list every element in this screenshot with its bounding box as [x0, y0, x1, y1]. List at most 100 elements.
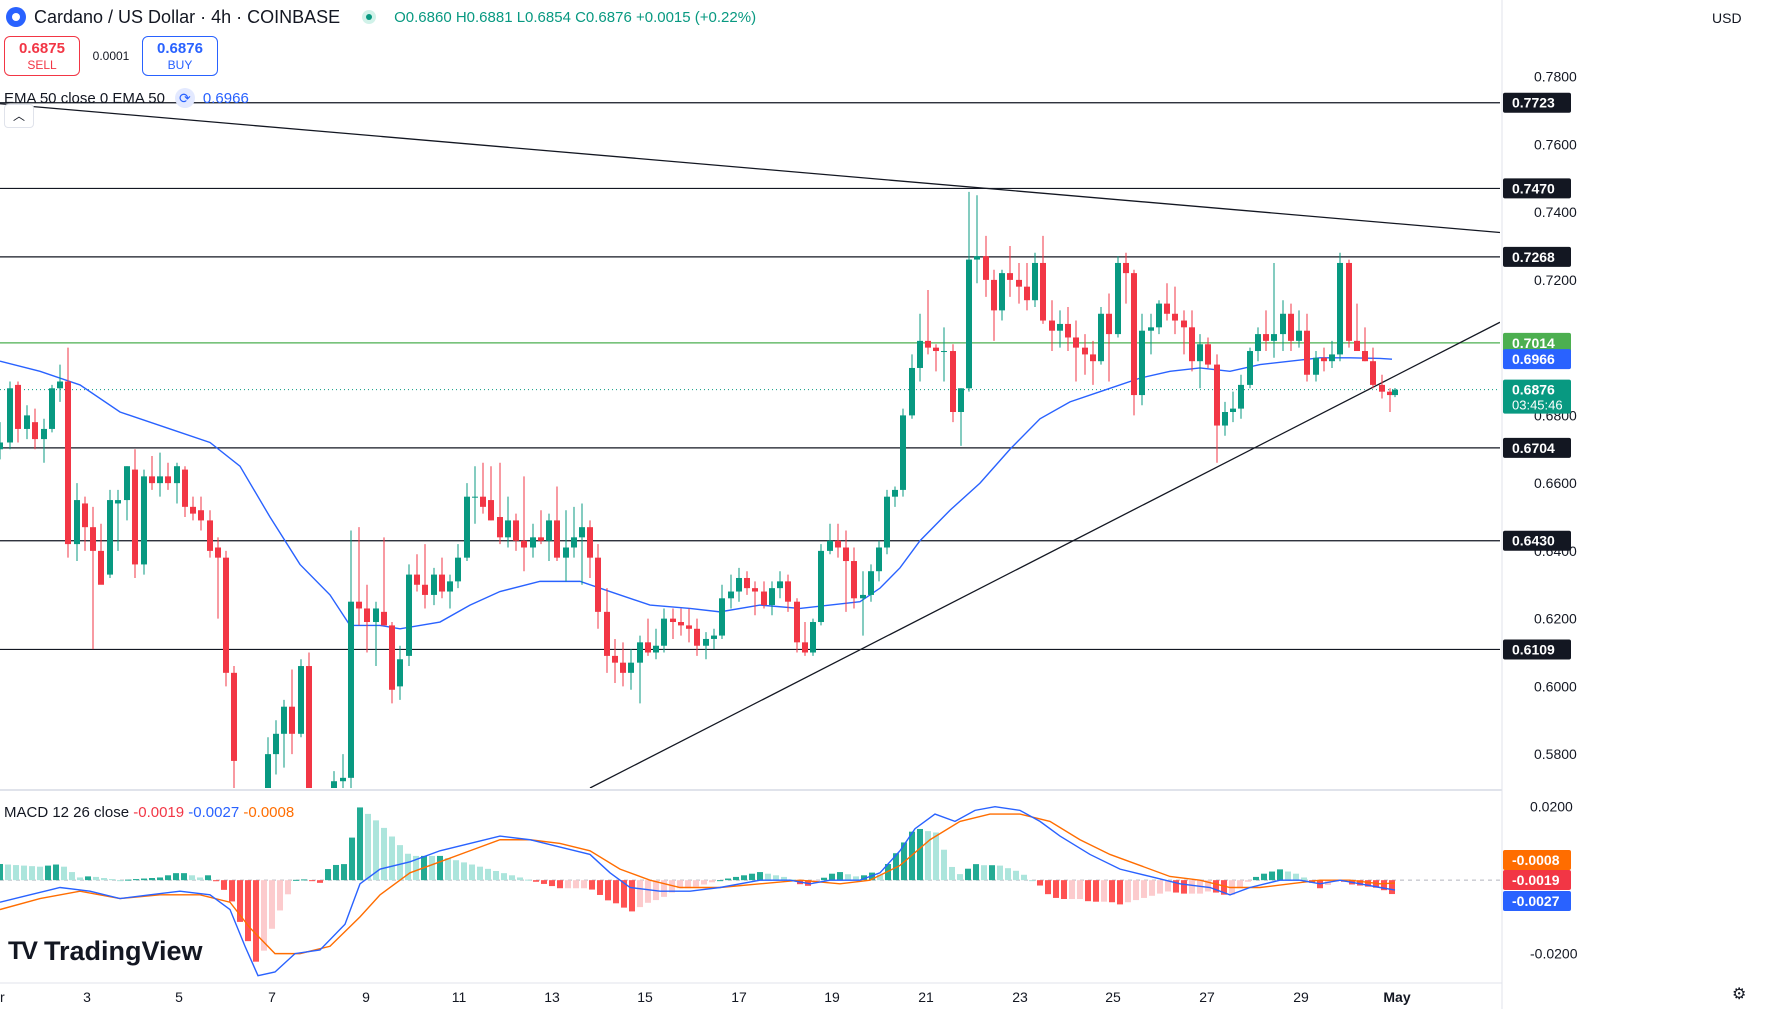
- candle[interactable]: [554, 520, 560, 558]
- candle[interactable]: [974, 256, 980, 260]
- ema-legend[interactable]: EMA 50 close 0 EMA 50 ⟳ 0.6966: [4, 88, 249, 108]
- candle[interactable]: [653, 645, 659, 653]
- candle[interactable]: [941, 351, 947, 353]
- candle[interactable]: [1139, 330, 1145, 396]
- candle[interactable]: [1040, 262, 1046, 321]
- candle[interactable]: [1106, 313, 1112, 335]
- candle[interactable]: [999, 273, 1005, 311]
- candle[interactable]: [900, 415, 906, 490]
- candle[interactable]: [1148, 327, 1154, 331]
- candle[interactable]: [1304, 330, 1310, 375]
- candle[interactable]: [728, 591, 734, 599]
- candle[interactable]: [1362, 351, 1368, 362]
- candle[interactable]: [1131, 273, 1137, 396]
- macd-pane[interactable]: [0, 805, 1502, 977]
- candle[interactable]: [1288, 313, 1294, 341]
- candle[interactable]: [810, 622, 816, 653]
- macd-line[interactable]: [0, 805, 1396, 977]
- candle[interactable]: [703, 638, 709, 646]
- candle[interactable]: [678, 622, 684, 626]
- candle[interactable]: [521, 540, 527, 548]
- candle[interactable]: [32, 422, 38, 440]
- candle[interactable]: [1172, 313, 1178, 321]
- candle[interactable]: [273, 733, 279, 755]
- candle[interactable]: [884, 496, 890, 548]
- candle[interactable]: [827, 540, 833, 551]
- candle[interactable]: [223, 557, 229, 673]
- candle[interactable]: [769, 588, 775, 606]
- candle[interactable]: [785, 581, 791, 602]
- candle[interactable]: [604, 611, 610, 656]
- candle[interactable]: [563, 547, 569, 558]
- candle[interactable]: [1346, 262, 1352, 341]
- candle[interactable]: [141, 476, 147, 565]
- tradingview-logo[interactable]: TV TradingView: [8, 936, 203, 967]
- candle[interactable]: [497, 517, 503, 538]
- candle[interactable]: [661, 618, 667, 646]
- settings-gear-icon[interactable]: ⚙: [1732, 986, 1747, 1003]
- candle[interactable]: [1065, 323, 1071, 338]
- candle[interactable]: [397, 659, 403, 687]
- candle[interactable]: [7, 388, 13, 443]
- candle[interactable]: [82, 503, 88, 528]
- candle[interactable]: [802, 642, 808, 653]
- candle[interactable]: [1230, 408, 1236, 412]
- buy-button[interactable]: 0.6876 BUY: [142, 36, 218, 76]
- candle[interactable]: [1247, 351, 1253, 385]
- candle[interactable]: [909, 367, 915, 416]
- time-axis[interactable]: r 3 5 7 9 11 13 15 17 19 21 23 25 27 29 May: [0, 982, 1502, 1005]
- candle[interactable]: [686, 625, 692, 629]
- candle[interactable]: [860, 594, 866, 599]
- candle[interactable]: [818, 550, 824, 623]
- candle[interactable]: [1313, 357, 1319, 375]
- candle[interactable]: [90, 527, 96, 551]
- candle[interactable]: [381, 611, 387, 626]
- candle[interactable]: [422, 584, 428, 595]
- candle[interactable]: [414, 574, 420, 585]
- candle[interactable]: [513, 520, 519, 541]
- candle[interactable]: [207, 520, 213, 551]
- candle[interactable]: [373, 608, 379, 623]
- candle[interactable]: [49, 388, 55, 429]
- candle[interactable]: [472, 496, 478, 498]
- candle[interactable]: [65, 381, 71, 545]
- candle[interactable]: [744, 577, 750, 589]
- candle[interactable]: [132, 469, 138, 565]
- candle[interactable]: [98, 550, 104, 585]
- candle[interactable]: [1115, 262, 1121, 335]
- candle[interactable]: [571, 537, 577, 548]
- candle[interactable]: [1073, 337, 1079, 348]
- candle[interactable]: [231, 672, 237, 761]
- candle[interactable]: [107, 500, 113, 575]
- candle[interactable]: [298, 666, 304, 734]
- candle[interactable]: [851, 561, 857, 599]
- candle[interactable]: [281, 706, 287, 734]
- candle[interactable]: [1222, 412, 1228, 426]
- candle[interactable]: [480, 496, 486, 507]
- candle[interactable]: [115, 500, 121, 504]
- candle[interactable]: [306, 666, 312, 788]
- price-axis[interactable]: 0.78000.76000.74000.72000.68000.66000.64…: [1501, 0, 1775, 1009]
- candle[interactable]: [455, 557, 461, 582]
- candle[interactable]: [983, 256, 989, 280]
- candle[interactable]: [752, 588, 758, 592]
- candle[interactable]: [892, 489, 898, 497]
- candle[interactable]: [182, 469, 188, 507]
- sell-button[interactable]: 0.6875 SELL: [4, 36, 80, 76]
- candle[interactable]: [124, 466, 130, 501]
- candle[interactable]: [1197, 344, 1203, 362]
- candle[interactable]: [637, 642, 643, 663]
- candle[interactable]: [925, 340, 931, 348]
- candle[interactable]: [1205, 344, 1211, 365]
- candle[interactable]: [1238, 384, 1244, 409]
- candle[interactable]: [1057, 323, 1063, 331]
- candle[interactable]: [1392, 389, 1398, 396]
- candle[interactable]: [1189, 327, 1195, 362]
- macd-signal-line[interactable]: [0, 813, 1396, 955]
- candle[interactable]: [1016, 279, 1022, 287]
- candle[interactable]: [356, 601, 362, 609]
- candle[interactable]: [24, 415, 30, 429]
- candle[interactable]: [340, 777, 346, 782]
- candle[interactable]: [917, 340, 923, 368]
